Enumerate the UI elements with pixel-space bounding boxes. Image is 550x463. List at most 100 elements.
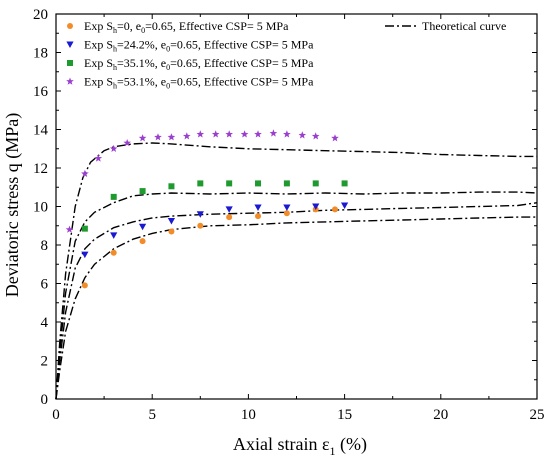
- legend-label-part: =35.1%, e: [117, 56, 166, 70]
- legend-label-part: =0.65, Effective CSP= 5 MPa: [170, 75, 314, 89]
- data-markers: [65, 129, 349, 289]
- theoretical-curves: [55, 142, 538, 400]
- x-axis-title-sub: 1: [330, 444, 336, 458]
- x-tick-label: 0: [52, 407, 60, 423]
- series-4-point: [94, 154, 103, 162]
- y-tick-label: 12: [33, 161, 48, 177]
- series-4-point: [254, 130, 262, 138]
- series-2-point: [110, 232, 118, 239]
- legend-marker-2: [66, 41, 74, 48]
- y-tick-label: 6: [41, 277, 49, 293]
- legend-label-part: =0, e: [117, 19, 141, 33]
- legend-label-part: =0.65, Effective CSP= 5 MPa: [170, 56, 314, 70]
- series-3-point: [226, 180, 233, 187]
- series-4-point: [298, 131, 307, 139]
- legend-label-part: h: [113, 82, 117, 91]
- legend-label-4: Exp Sh=53.1%, e0=0.65, Effective CSP= 5 …: [84, 75, 314, 91]
- series-3-point: [81, 225, 88, 232]
- legend-label-part: Exp S: [84, 75, 113, 89]
- series-4-point: [269, 129, 278, 137]
- series-1-point: [331, 206, 338, 213]
- series-4-point: [154, 133, 162, 141]
- series-1-point: [81, 282, 88, 289]
- series-3-point: [255, 180, 262, 187]
- series-1-point: [110, 249, 117, 256]
- series-4-point: [167, 133, 176, 141]
- legend-label-part: =0.65, Effective CSP= 5 MPa: [145, 19, 289, 33]
- legend-marker-3: [67, 60, 73, 66]
- series-3-point: [168, 183, 175, 190]
- series-4-point: [283, 130, 291, 138]
- y-tick-label: 20: [33, 7, 48, 23]
- legend-label-part: =24.2%, e: [117, 38, 166, 52]
- legend-label-part: 0: [166, 45, 170, 54]
- y-tick-label: 18: [33, 46, 48, 62]
- series-1-point: [226, 214, 233, 221]
- series-2-point: [196, 211, 204, 218]
- series-1-point: [168, 228, 175, 235]
- series-4-point: [225, 130, 233, 138]
- legend-label-part: h: [113, 45, 117, 54]
- series-4-point: [138, 134, 147, 142]
- series-4-point: [331, 134, 339, 142]
- legend-label-part: Exp S: [84, 19, 113, 33]
- series-4-point: [65, 225, 74, 233]
- legend-label-2: Exp Sh=24.2%, e0=0.65, Effective CSP= 5 …: [84, 38, 314, 54]
- series-4-point: [123, 139, 131, 147]
- theoretical-curve-4: [55, 142, 537, 400]
- legend-label-part: h: [113, 26, 117, 35]
- series-4-point: [196, 130, 205, 138]
- series-3-point: [341, 180, 348, 187]
- legend-label-part: h: [113, 63, 117, 72]
- y-tick-label: 4: [41, 315, 49, 331]
- legend-label-part: 0: [166, 82, 170, 91]
- y-tick-label: 2: [41, 354, 49, 370]
- x-axis-title-tail: (%): [336, 434, 367, 455]
- legend-label-1: Exp Sh=0, e0=0.65, Effective CSP= 5 MPa: [84, 19, 289, 35]
- series-4-point: [183, 132, 191, 140]
- series-3-point: [139, 188, 146, 195]
- series-1-point: [283, 210, 290, 217]
- legend-label-part: Exp S: [84, 56, 113, 70]
- y-tick-label: 16: [33, 84, 49, 100]
- series-3-point: [110, 193, 117, 200]
- x-tick-label: 25: [530, 407, 545, 423]
- y-tick-label: 10: [33, 200, 48, 216]
- x-tick-label: 10: [241, 407, 256, 423]
- legend-marker-4: [66, 77, 74, 85]
- series-4-point: [109, 144, 118, 152]
- series-2-point: [167, 217, 176, 225]
- theoretical-curve-1: [55, 216, 537, 400]
- series-3-point: [197, 180, 204, 187]
- series-2-point: [312, 203, 320, 210]
- series-1-point: [197, 222, 204, 229]
- series-4-point: [240, 130, 249, 138]
- series-2-point: [254, 204, 262, 211]
- legend-marker-1: [67, 23, 73, 29]
- legend-label-part: =0.65, Effective CSP= 5 MPa: [170, 38, 314, 52]
- legend-label-3: Exp Sh=35.1%, e0=0.65, Effective CSP= 5 …: [84, 56, 314, 72]
- x-tick-label: 20: [433, 407, 448, 423]
- series-1-point: [255, 213, 262, 220]
- axes-frame: [55, 13, 538, 400]
- series-4-point: [311, 132, 320, 140]
- y-tick-label: 8: [41, 238, 49, 254]
- legend-label-part: Exp S: [84, 38, 113, 52]
- legend-label-part: 0: [166, 63, 170, 72]
- legend-label-part: =53.1%, e: [117, 75, 166, 89]
- series-4-point: [81, 169, 89, 177]
- y-tick-label: 0: [41, 392, 49, 408]
- series-1-point: [139, 238, 146, 245]
- theoretical-curve-3: [55, 191, 538, 400]
- series-4-point: [211, 130, 220, 138]
- legend-label-part: 0: [141, 26, 145, 35]
- series-2-point: [341, 202, 349, 210]
- series-2-point: [225, 206, 233, 213]
- x-axis-title: Axial strain ε1 (%): [233, 434, 367, 458]
- series-2-point: [81, 251, 89, 259]
- axes: 0 5 10 15 20 25 0 2 4 6 8 10 12 14 16 18 20: [33, 7, 545, 423]
- series-3-point: [283, 180, 290, 187]
- x-axis-title-main: Axial strain ε: [233, 434, 330, 454]
- legend-theory-label: Theoretical curve: [422, 19, 506, 33]
